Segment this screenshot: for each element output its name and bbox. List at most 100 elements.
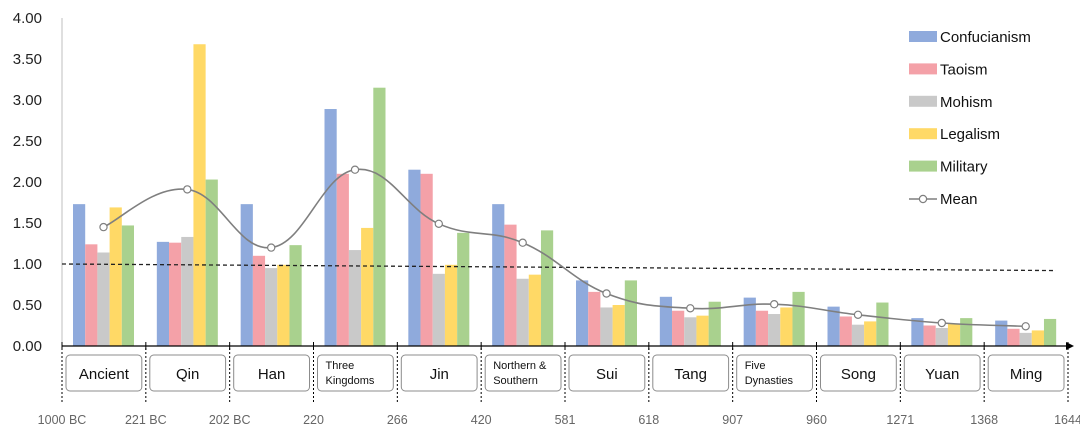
period-box [987,354,1065,392]
bar [540,230,554,346]
legend-label: Confucianism [940,29,1031,46]
period-label: Yuan [925,366,959,383]
period-box [65,354,143,392]
period-labels: Ancient Qin Han Three Kingdoms Jin Northern & S… [65,354,1065,392]
y-tick-label: 4.00 [13,10,42,27]
period-label: Han [258,366,286,383]
bar [792,291,805,346]
bar [743,297,756,346]
bar [995,320,1008,346]
period-label: Three [326,360,355,372]
bars [73,44,1057,347]
boundary-year-label: 420 [471,413,492,427]
bar [659,296,673,346]
bar [827,306,840,346]
bar [109,207,122,346]
period-box [400,354,478,392]
period-label: Ming [1010,366,1043,383]
period-label: Qin [176,366,199,383]
bar [1019,332,1032,346]
bar [289,245,302,346]
legend-swatch [909,160,937,172]
mean-point [770,300,779,309]
period-label: Song [841,366,876,383]
legend-label: Military [940,159,988,176]
boundary-year-label: 581 [555,413,576,427]
period-box [149,354,227,392]
bar [324,109,337,347]
bar [672,310,685,346]
bar [408,169,421,346]
boundary-year-label: 202 BC [209,413,251,427]
bar [851,324,865,346]
bar [265,268,278,346]
bar [420,173,433,346]
period-box [736,354,814,392]
reference-line [61,263,1057,272]
legend-swatch [909,95,937,107]
bar [85,244,98,346]
mean-point [853,310,863,319]
y-tick-label: 3.00 [13,92,42,109]
bar [492,204,505,346]
legend-label: Mean [940,191,978,208]
bar [576,280,589,346]
period-box [903,354,981,392]
period-label: Sui [596,366,618,383]
bar [252,255,266,346]
bar [624,280,637,346]
period-label: Kingdoms [326,375,375,387]
bar [755,310,769,346]
bar [864,321,877,346]
y-tick-label: 2.50 [13,133,42,150]
boundary-year-label: 1271 [886,413,914,427]
boundary-year-label: 1368 [970,413,998,427]
period-box [484,354,562,392]
bar [277,264,290,346]
bar [181,236,194,346]
period-label: Southern [493,375,538,387]
period-box [568,354,646,392]
period-label: Jin [430,366,449,383]
legend-label: Taoism [940,61,988,78]
boundary-year-label: 618 [638,413,659,427]
bar [696,315,709,346]
mean-point [937,318,947,328]
boundary-year-label: 960 [806,413,827,427]
legend: Confucianism Taoism Mohism Legalism Military… [909,29,1031,208]
period-label: Northern & [493,360,547,372]
bar [504,224,517,346]
bar [373,87,386,346]
y-tick-label: 0.50 [13,297,42,314]
bar [457,232,470,346]
bar [876,302,889,346]
bar [432,273,445,346]
x-axis [61,342,1074,402]
legend-mean-marker [918,194,928,204]
mean-point [518,238,527,247]
mean-point [602,289,611,298]
boundary-year-label: 907 [722,413,743,427]
bar [600,307,613,346]
bar [348,250,362,346]
bar [336,173,349,346]
bar [960,318,973,346]
legend-swatch [909,63,937,75]
bar [935,327,948,346]
bar [1031,330,1044,346]
bar [528,274,541,346]
bar [240,204,253,346]
legend-swatch [909,31,937,42]
legend-label: Mohism [940,94,993,111]
legend-label: Legalism [940,126,1000,143]
bar [193,44,206,347]
period-label: Ancient [79,366,130,383]
bar [780,307,793,346]
boundary-year-label: 221 BC [125,413,167,427]
y-tick-label: 1.00 [13,256,42,273]
boundary-year-label: 266 [387,413,408,427]
y-tick-label: 0.00 [13,338,42,355]
y-tick-label: 1.50 [13,215,42,232]
y-tick-label: 2.00 [13,174,42,191]
bar [684,317,697,346]
